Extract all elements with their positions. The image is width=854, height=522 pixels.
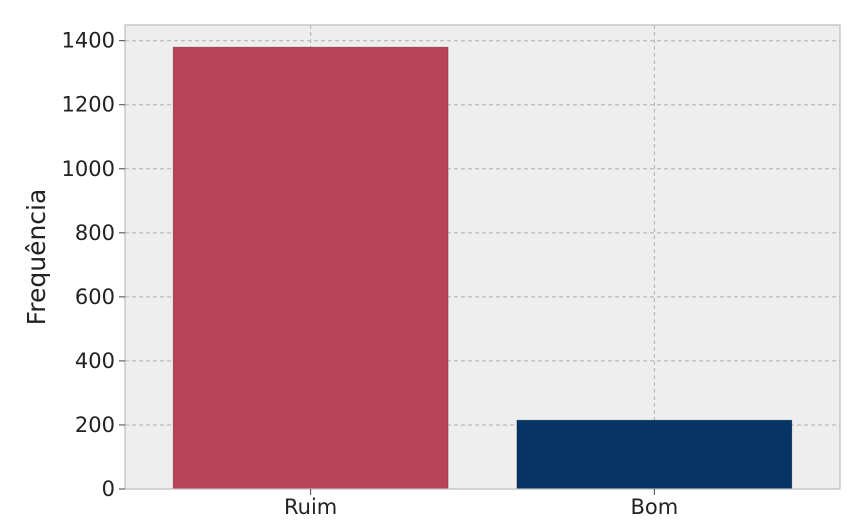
y-tick-label: 1000 xyxy=(62,157,115,181)
bars xyxy=(172,46,793,490)
plot-frame xyxy=(124,24,841,490)
x-tick-label: Bom xyxy=(631,495,679,519)
y-tick-label: 400 xyxy=(75,349,115,373)
bar-bom xyxy=(516,419,793,490)
x-tick-label: Ruim xyxy=(284,495,337,519)
y-axis-label: Frequência xyxy=(22,189,51,326)
y-tick-label: 0 xyxy=(102,477,115,501)
x-axis-ticks: Ruim Bom xyxy=(284,489,678,519)
y-axis-ticks: 0 200 400 600 800 1000 1200 1400 xyxy=(62,29,125,501)
y-tick-label: 600 xyxy=(75,285,115,309)
y-tick-label: 800 xyxy=(75,221,115,245)
y-tick-label: 1400 xyxy=(62,29,115,53)
bar-ruim xyxy=(172,46,449,490)
y-tick-label: 200 xyxy=(75,413,115,437)
y-tick-label: 1200 xyxy=(62,93,115,117)
